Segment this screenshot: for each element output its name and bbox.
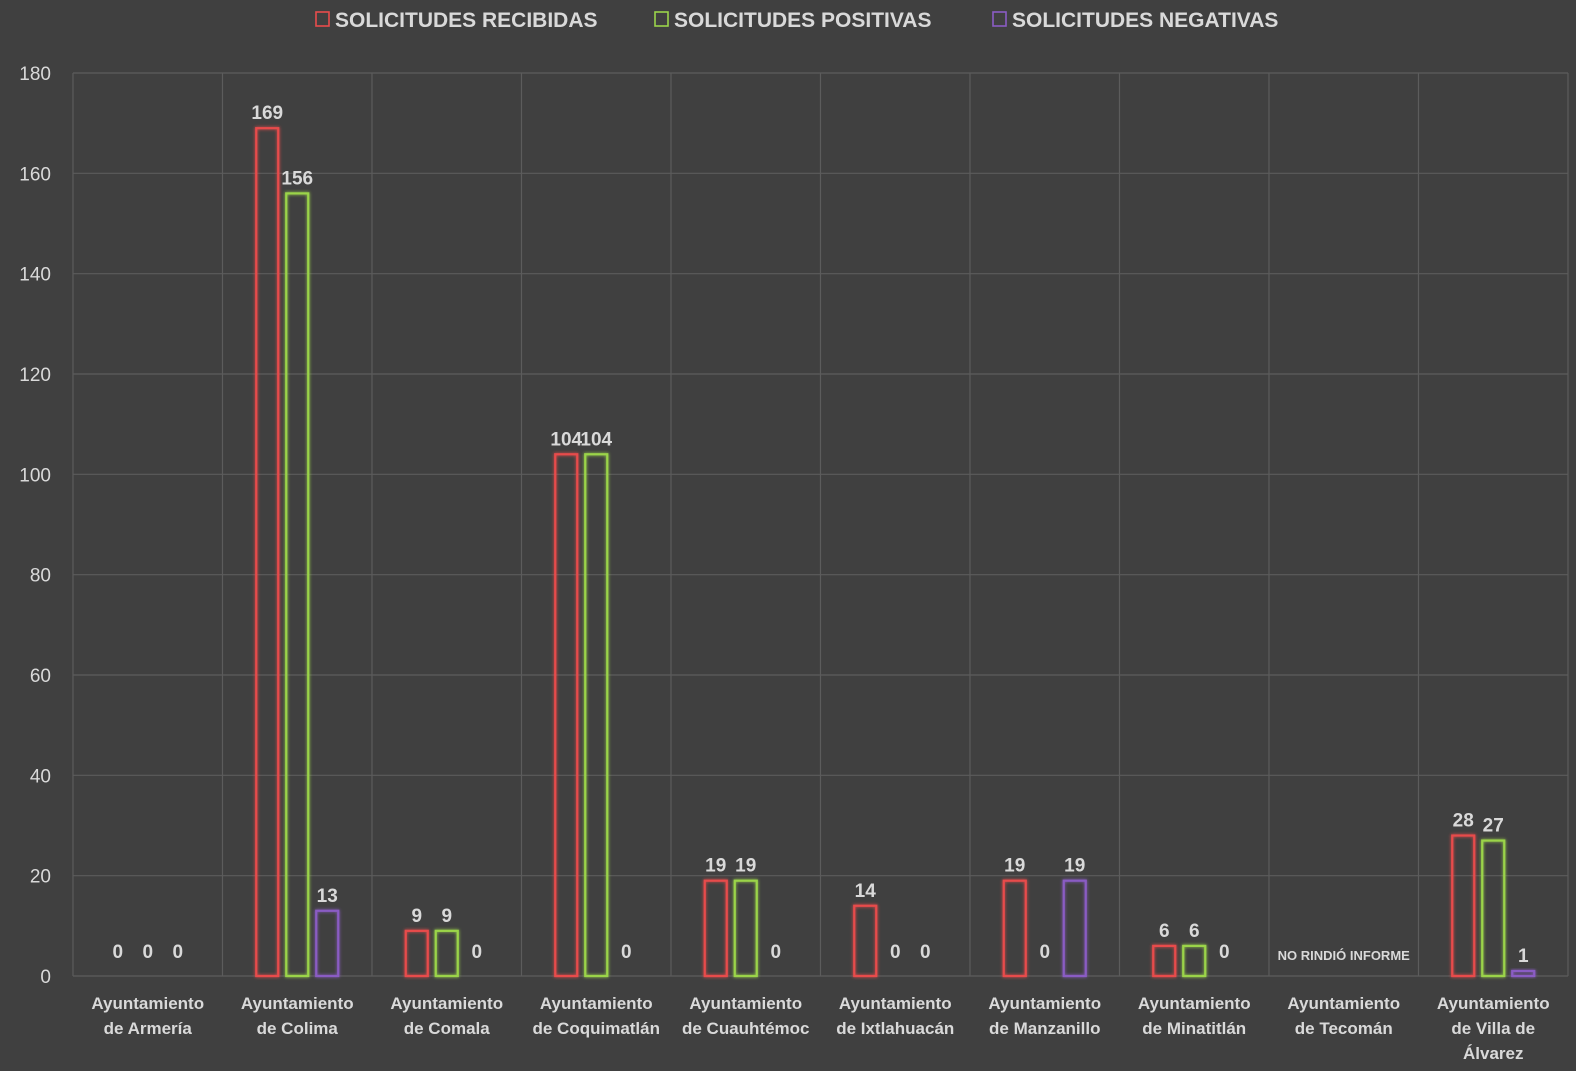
data-label: 0 xyxy=(621,942,632,963)
x-category-label: Ayuntamiento de Tecomán xyxy=(1287,994,1400,1038)
data-label: 0 xyxy=(142,942,153,963)
data-label: 13 xyxy=(317,886,338,907)
data-label: 156 xyxy=(281,168,313,189)
data-label: 0 xyxy=(920,942,931,963)
bar xyxy=(1152,944,1177,978)
data-label: 19 xyxy=(705,856,726,877)
bar xyxy=(703,879,728,978)
bar xyxy=(434,929,459,978)
chart-legend: SOLICITUDES RECIBIDAS SOLICITUDES POSITIV… xyxy=(315,9,1278,32)
data-label: 1 xyxy=(1518,946,1529,967)
legend-swatch xyxy=(992,11,1007,27)
y-tick-label: 180 xyxy=(19,64,51,85)
y-tick-label: 100 xyxy=(19,465,51,486)
x-category-label: Ayuntamiento de Ixtlahuacán xyxy=(836,994,954,1038)
legend-label: SOLICITUDES NEGATIVAS xyxy=(1012,9,1278,32)
x-category-label: Ayuntamiento de Minatitlán xyxy=(1138,994,1251,1038)
y-tick-label: 80 xyxy=(30,566,51,587)
bar xyxy=(1182,944,1207,978)
data-label: 27 xyxy=(1483,816,1504,837)
bar xyxy=(255,127,280,978)
y-axis: 0 20 40 60 80 100 120 140 160 180 xyxy=(19,64,51,988)
legend-swatch xyxy=(315,11,330,27)
y-tick-label: 20 xyxy=(30,867,51,888)
x-category-label: Ayuntamiento de Villa de Álvarez xyxy=(1437,994,1550,1063)
bar xyxy=(315,909,340,978)
y-tick-label: 60 xyxy=(30,666,51,687)
bar xyxy=(1511,969,1536,978)
bar xyxy=(853,904,878,978)
data-label: 0 xyxy=(112,942,123,963)
data-label: 9 xyxy=(441,906,452,927)
x-category-label: Ayuntamiento de Colima xyxy=(241,994,354,1038)
bar-series xyxy=(255,127,1536,978)
legend-item: SOLICITUDES NEGATIVAS xyxy=(992,9,1278,32)
bar xyxy=(404,929,429,978)
bar xyxy=(584,453,609,978)
data-label: 19 xyxy=(735,856,756,877)
data-label: 104 xyxy=(550,429,582,450)
data-label: 0 xyxy=(890,942,901,963)
gridlines xyxy=(72,72,1569,977)
data-label: 19 xyxy=(1004,856,1025,877)
x-category-label: Ayuntamiento de Coquimatlán xyxy=(532,994,660,1038)
bar xyxy=(1002,879,1027,978)
y-tick-label: 140 xyxy=(19,265,51,286)
annotation-label: NO RINDIÓ INFORME xyxy=(1278,948,1410,963)
data-label: 0 xyxy=(1039,942,1050,963)
y-tick-label: 0 xyxy=(40,967,51,988)
bar xyxy=(1481,839,1506,978)
data-label: 169 xyxy=(251,103,283,124)
data-label: 9 xyxy=(411,906,422,927)
data-label: 14 xyxy=(855,881,877,902)
bar xyxy=(1062,879,1087,978)
legend-item: SOLICITUDES POSITIVAS xyxy=(654,9,931,32)
bar xyxy=(1451,834,1476,978)
data-label: 6 xyxy=(1189,921,1200,942)
y-tick-label: 160 xyxy=(19,164,51,185)
data-label: 0 xyxy=(172,942,183,963)
x-category-label: Ayuntamiento de Armería xyxy=(91,994,204,1038)
legend-item: SOLICITUDES RECIBIDAS xyxy=(315,9,598,32)
x-category-label: Ayuntamiento de Manzanillo xyxy=(988,994,1101,1038)
x-category-label: Ayuntamiento de Cuauhtémoc xyxy=(682,994,810,1038)
data-label: 19 xyxy=(1064,856,1085,877)
bar xyxy=(554,453,579,978)
legend-swatch xyxy=(654,11,669,27)
data-label: 0 xyxy=(770,942,781,963)
data-label: 104 xyxy=(580,429,612,450)
legend-label: SOLICITUDES POSITIVAS xyxy=(674,9,931,32)
data-label: 0 xyxy=(471,942,482,963)
x-axis: Ayuntamiento de Armería Ayuntamiento de Col… xyxy=(91,994,1549,1063)
data-label: 0 xyxy=(1219,942,1230,963)
data-label: 28 xyxy=(1453,811,1474,832)
y-tick-label: 40 xyxy=(30,766,51,787)
legend-label: SOLICITUDES RECIBIDAS xyxy=(335,9,598,32)
x-category-label: Ayuntamiento de Comala xyxy=(390,994,503,1038)
bar xyxy=(733,879,758,978)
y-tick-label: 120 xyxy=(19,365,51,386)
bar xyxy=(285,192,310,978)
data-label: 6 xyxy=(1159,921,1170,942)
